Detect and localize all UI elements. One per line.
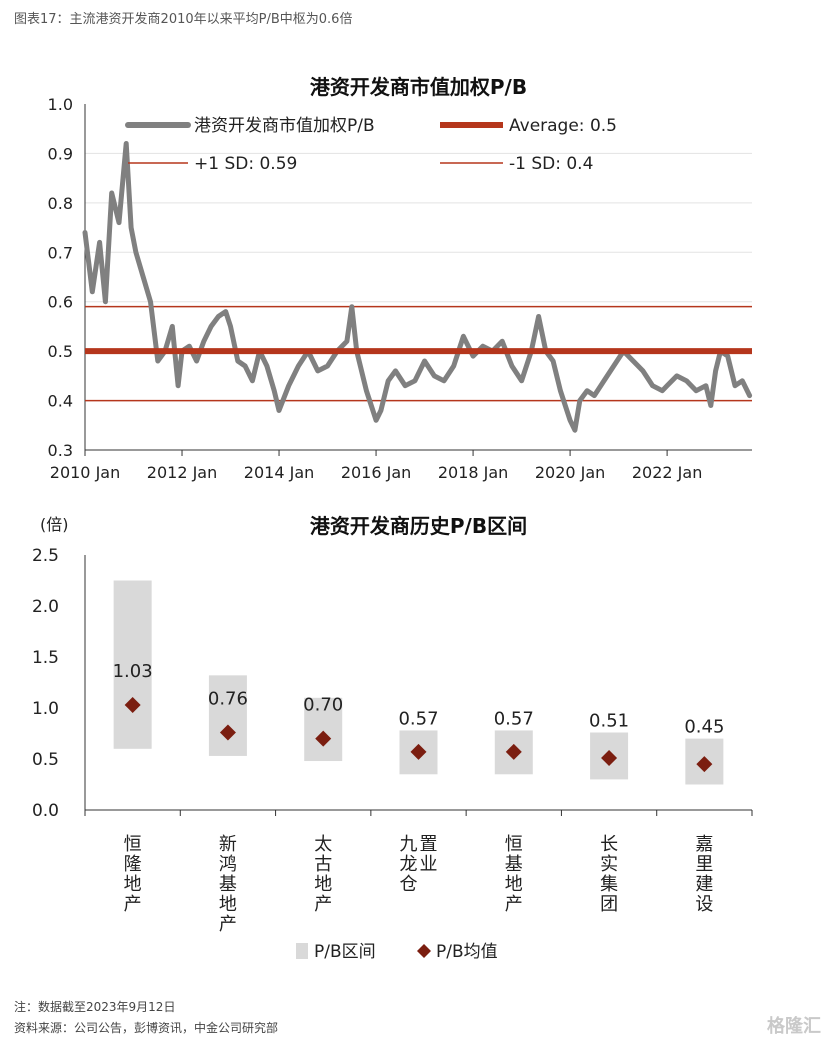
mean-value-label: 0.45 [684,717,724,738]
mean-value-label: 0.76 [208,688,248,709]
category-label-char: 龙 [400,854,418,875]
mean-value-label: 0.57 [398,708,438,729]
legend-swatch-mean [417,944,431,958]
category-label-char: 太 [314,834,332,855]
category-label-char: 隆 [124,854,142,875]
category-label-char: 地 [314,874,332,895]
y-tick-label: 0.3 [48,441,73,460]
category-label-char: 地 [505,874,523,895]
category-label-char: 新 [219,834,237,855]
x-tick-label: 2010 Jan [50,463,120,482]
y-tick-label: 0.0 [32,801,59,821]
category-label-char: 恒 [505,834,523,855]
y-tick-label: 0.7 [48,243,73,262]
category-label-char: 建 [695,874,713,895]
category-label-char: 基 [219,874,237,895]
x-tick-label: 2018 Jan [438,463,508,482]
y-tick-label: 2.5 [32,546,59,566]
x-tick-label: 2012 Jan [147,463,217,482]
category-label-char: 鸿 [219,854,237,875]
x-tick-label: 2016 Jan [341,463,411,482]
y-tick-label: 2.0 [32,597,59,617]
mean-value-label: 0.51 [589,710,629,731]
category-label-char: 产 [124,894,142,915]
mean-marker [219,724,236,741]
y-tick-label: 1.5 [32,648,59,668]
y-tick-label: 0.4 [48,392,73,411]
source-note: 资料来源：公司公告，彭博资讯，中金公司研究部 [14,1021,279,1035]
category-label-char: 九 [400,834,418,855]
range-chart: 港资开发商历史P/B区间(倍)0.00.51.01.52.02.51.03恒隆地… [32,514,753,962]
range-bar [304,697,343,762]
y-tick-label: 0.5 [48,342,73,361]
legend-label-mean: P/B均值 [436,942,498,962]
x-tick-label: 2014 Jan [244,463,314,482]
mean-marker [315,730,332,747]
figure-title: 图表17：主流港资开发商2010年以来平均P/B中枢为0.6倍 [14,12,353,27]
category-label-char: 产 [219,914,237,935]
category-label-char: 地 [219,894,237,915]
x-tick-label: 2022 Jan [632,463,702,482]
category-label-char: 长 [600,834,618,855]
legend-label-minus-sd: -1 SD: 0.4 [509,154,593,174]
mean-value-label: 0.70 [303,695,343,716]
category-label-char: 团 [600,894,618,915]
y-tick-label: 1.0 [32,699,59,719]
category-label-char: 产 [505,894,523,915]
legend-label-average: Average: 0.5 [509,116,617,136]
category-label-char: 产 [314,894,332,915]
legend-swatch-range [296,943,308,959]
y-axis-unit: (倍) [40,515,69,534]
y-tick-label: 0.8 [48,194,73,213]
mean-marker [124,696,141,713]
category-label-char: 置 [420,834,438,855]
mean-marker [601,749,618,766]
range-bar [113,580,152,749]
y-tick-label: 1.0 [48,95,73,114]
category-label-char: 嘉 [695,834,713,855]
mean-marker [696,756,713,773]
category-label-char: 实 [600,854,618,875]
legend-label-series: 港资开发商市值加权P/B [194,116,375,136]
category-label-char: 地 [124,874,142,895]
footnote: 注：数据截至2023年9月12日 [14,1000,176,1014]
watermark: 格隆汇 [767,1016,821,1037]
category-label-char: 里 [695,854,713,875]
category-label-char: 仓 [400,874,418,895]
x-tick-label: 2020 Jan [535,463,605,482]
chart-title: 港资开发商历史P/B区间 [310,514,527,538]
mean-marker [505,743,522,760]
y-tick-label: 0.5 [32,750,59,770]
y-tick-label: 0.6 [48,293,73,312]
mean-value-label: 1.03 [113,661,153,682]
category-label-char: 业 [420,854,438,875]
category-label-char: 设 [695,894,713,915]
line-chart: 港资开发商市值加权P/B 0.3 0.4 0.5 0.6 0.7 0.8 0.9 1.0 2010… [48,75,753,482]
category-label-char: 恒 [124,834,142,855]
legend-label-range: P/B区间 [314,942,376,962]
chart-title: 港资开发商市值加权P/B [310,75,527,99]
mean-marker [410,743,427,760]
category-label-char: 集 [600,874,618,895]
legend-label-plus-sd: +1 SD: 0.59 [194,154,297,174]
category-label-char: 基 [505,854,523,875]
pb-series-line [82,141,753,433]
category-label-char: 古 [314,854,332,875]
y-tick-label: 0.9 [48,144,73,163]
range-bar [208,675,247,756]
mean-value-label: 0.57 [494,708,534,729]
